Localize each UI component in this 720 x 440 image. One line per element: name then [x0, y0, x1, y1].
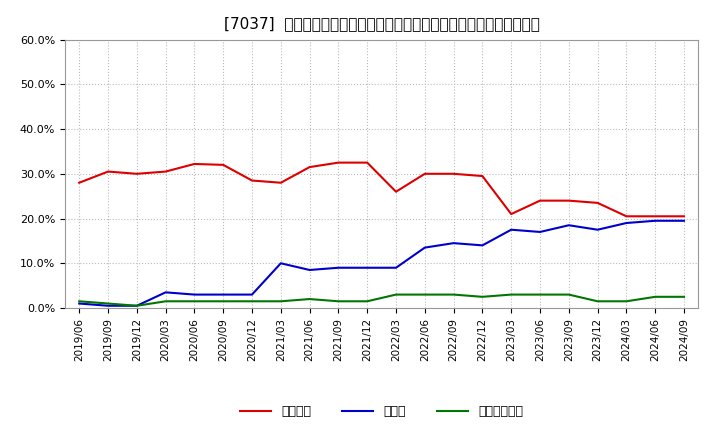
Line: 自己資本: 自己資本	[79, 163, 684, 216]
繰延税金資産	[593, 299, 602, 304]
繰延税金資産	[363, 299, 372, 304]
自己資本	[219, 162, 228, 168]
自己資本	[564, 198, 573, 203]
繰延税金資産	[161, 299, 170, 304]
繰延税金資産	[449, 292, 458, 297]
自己資本	[593, 200, 602, 205]
Legend: 自己資本, のれん, 繰延税金資産: 自己資本, のれん, 繰延税金資産	[235, 400, 528, 423]
繰延税金資産	[276, 299, 285, 304]
のれん	[622, 220, 631, 226]
のれん	[651, 218, 660, 224]
繰延税金資産	[420, 292, 429, 297]
のれん	[536, 229, 544, 235]
繰延税金資産	[392, 292, 400, 297]
自己資本	[420, 171, 429, 176]
自己資本	[507, 211, 516, 216]
自己資本	[478, 173, 487, 179]
繰延税金資産	[305, 297, 314, 302]
のれん	[420, 245, 429, 250]
繰延税金資産	[680, 294, 688, 300]
自己資本	[622, 214, 631, 219]
自己資本	[161, 169, 170, 174]
繰延税金資産	[132, 303, 141, 308]
繰延税金資産	[104, 301, 112, 306]
自己資本	[536, 198, 544, 203]
繰延税金資産	[651, 294, 660, 300]
繰延税金資産	[219, 299, 228, 304]
のれん	[392, 265, 400, 270]
自己資本	[449, 171, 458, 176]
のれん	[305, 268, 314, 273]
のれん	[75, 301, 84, 306]
繰延税金資産	[190, 299, 199, 304]
のれん	[276, 260, 285, 266]
のれん	[680, 218, 688, 224]
繰延税金資産	[622, 299, 631, 304]
自己資本	[132, 171, 141, 176]
Title: [7037]  自己資本、のれん、繰延税金資産の総資産に対する比率の推移: [7037] 自己資本、のれん、繰延税金資産の総資産に対する比率の推移	[224, 16, 539, 32]
自己資本	[334, 160, 343, 165]
繰延税金資産	[536, 292, 544, 297]
繰延税金資産	[75, 299, 84, 304]
自己資本	[248, 178, 256, 183]
自己資本	[392, 189, 400, 194]
のれん	[478, 243, 487, 248]
自己資本	[190, 161, 199, 167]
自己資本	[276, 180, 285, 185]
繰延税金資産	[564, 292, 573, 297]
自己資本	[363, 160, 372, 165]
自己資本	[104, 169, 112, 174]
繰延税金資産	[248, 299, 256, 304]
のれん	[593, 227, 602, 232]
繰延税金資産	[507, 292, 516, 297]
自己資本	[75, 180, 84, 185]
自己資本	[680, 214, 688, 219]
のれん	[190, 292, 199, 297]
のれん	[248, 292, 256, 297]
のれん	[449, 241, 458, 246]
自己資本	[305, 165, 314, 170]
Line: のれん: のれん	[79, 221, 684, 306]
のれん	[161, 290, 170, 295]
のれん	[363, 265, 372, 270]
のれん	[334, 265, 343, 270]
自己資本	[651, 214, 660, 219]
のれん	[219, 292, 228, 297]
Line: 繰延税金資産: 繰延税金資産	[79, 295, 684, 306]
のれん	[564, 223, 573, 228]
繰延税金資産	[334, 299, 343, 304]
のれん	[132, 303, 141, 308]
のれん	[104, 303, 112, 308]
のれん	[507, 227, 516, 232]
繰延税金資産	[478, 294, 487, 300]
